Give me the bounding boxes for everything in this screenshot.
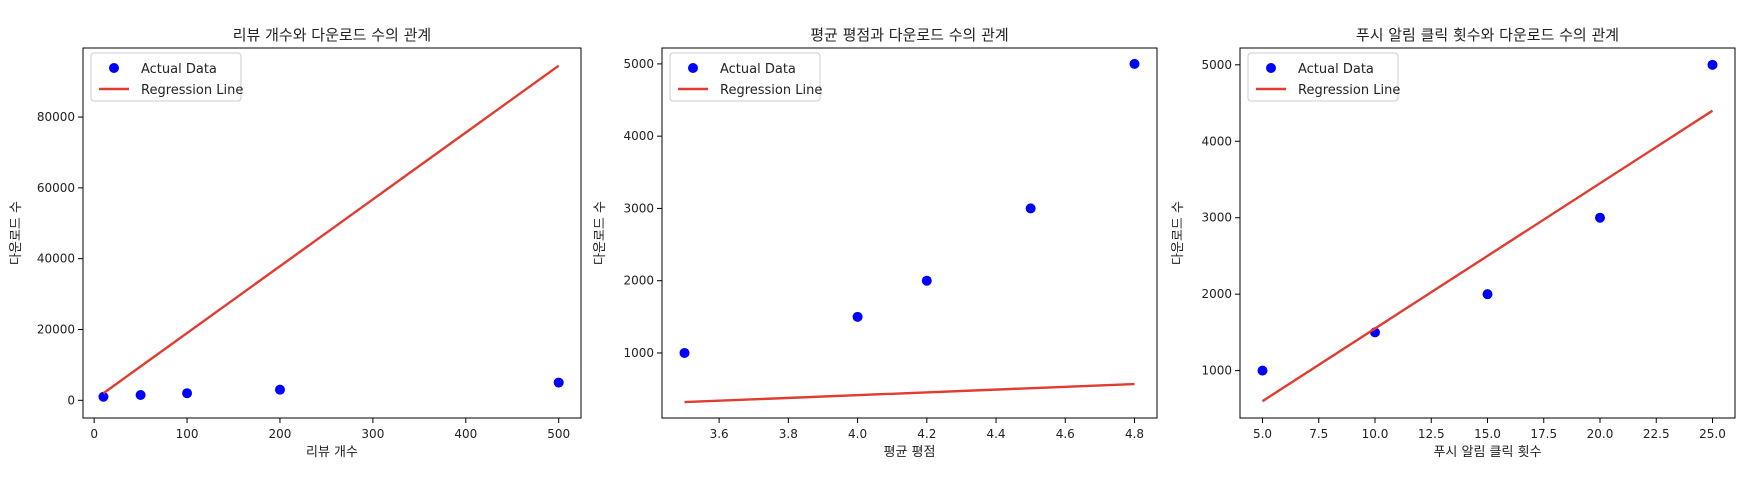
x-tick-label: 3.8	[779, 427, 798, 441]
x-tick-label: 0	[90, 427, 98, 441]
x-tick-label: 4.6	[1056, 427, 1075, 441]
x-tick-label: 17.5	[1530, 427, 1557, 441]
x-tick-label: 10.0	[1362, 427, 1389, 441]
y-tick-label: 5000	[1201, 58, 1232, 72]
plot-frame	[661, 47, 1158, 419]
legend-dot-marker	[109, 63, 119, 73]
y-tick-label: 40000	[37, 252, 75, 266]
data-point	[98, 391, 109, 402]
x-tick-label: 500	[547, 427, 570, 441]
x-tick-label: 100	[176, 427, 199, 441]
x-axis-label: 리뷰 개수	[306, 445, 358, 460]
x-tick-label: 22.5	[1643, 427, 1670, 441]
legend: Actual Data Regression Line	[90, 52, 243, 102]
y-tick-label: 3000	[623, 201, 654, 215]
data-point	[1707, 59, 1718, 70]
x-tick-label: 7.5	[1309, 427, 1328, 441]
y-axis-label: 다운로드 수	[1171, 201, 1186, 265]
legend-dot-marker	[688, 63, 698, 73]
x-axis-label: 푸시 알림 클릭 횟수	[1433, 445, 1541, 460]
x-tick-label: 4.0	[848, 427, 867, 441]
legend-label: Actual Data	[141, 62, 217, 77]
data-point	[1595, 212, 1605, 223]
data-point	[135, 389, 146, 400]
x-tick-label: 400	[454, 427, 477, 441]
y-axis-label: 다운로드 수	[593, 201, 608, 265]
data-point	[1482, 289, 1493, 300]
x-tick-label: 4.4	[986, 427, 1005, 441]
x-tick-label: 25.0	[1699, 427, 1726, 441]
x-tick-label: 200	[269, 427, 292, 441]
data-point	[274, 384, 285, 395]
plot-frame	[1239, 47, 1736, 419]
x-axis-label: 평균 평점	[884, 445, 936, 460]
data-point	[182, 388, 193, 399]
y-tick-label: 60000	[37, 181, 75, 195]
data-point	[1025, 203, 1036, 214]
y-tick-label: 20000	[37, 322, 75, 336]
x-tick-label: 12.5	[1418, 427, 1445, 441]
legend: Actual Data Regression Line	[669, 52, 822, 102]
data-point	[1257, 365, 1268, 376]
data-point	[852, 311, 863, 322]
legend-label: Regression Line	[1298, 83, 1400, 98]
y-tick-label: 3000	[1201, 211, 1232, 225]
y-tick-label: 0	[67, 393, 75, 407]
legend-label: Actual Data	[720, 62, 796, 77]
y-tick-label: 2000	[623, 274, 654, 288]
chart-title: 푸시 알림 클릭 횟수와 다운로드 수의 관계	[1356, 26, 1619, 44]
x-tick-label: 20.0	[1587, 427, 1614, 441]
data-point	[1129, 58, 1140, 69]
legend-label: Regression Line	[141, 83, 243, 98]
y-tick-label: 1000	[623, 346, 654, 360]
data-point	[553, 377, 564, 388]
chart-panel-1: 리뷰 개수와 다운로드 수의 관계 0 100 200 300 400 500 0 20000 4…	[9, 26, 582, 460]
x-tick-label: 300	[361, 427, 384, 441]
chart-title: 평균 평점과 다운로드 수의 관계	[810, 26, 1008, 44]
x-tick-label: 5.0	[1253, 427, 1272, 441]
x-tick-label: 4.2	[917, 427, 936, 441]
legend: Actual Data Regression Line	[1247, 52, 1400, 102]
y-tick-label: 2000	[1201, 287, 1232, 301]
legend-label: Actual Data	[1298, 62, 1374, 77]
chart-title: 리뷰 개수와 다운로드 수의 관계	[233, 26, 431, 44]
x-tick-label: 15.0	[1474, 427, 1501, 441]
chart-panel-3: 푸시 알림 클릭 횟수와 다운로드 수의 관계 5.0 7.5 10.0 12.5 15.…	[1171, 26, 1736, 460]
legend-dot-marker	[1266, 63, 1276, 73]
y-tick-label: 80000	[37, 110, 75, 124]
y-tick-label: 5000	[623, 57, 654, 71]
x-tick-label: 3.6	[710, 427, 729, 441]
regression-line	[684, 382, 1135, 404]
legend-label: Regression Line	[720, 83, 822, 98]
y-axis-label: 다운로드 수	[9, 201, 24, 265]
plot-frame	[82, 47, 582, 419]
regression-line	[1261, 109, 1714, 403]
y-tick-label: 4000	[623, 129, 654, 143]
chart-panel-2: 평균 평점과 다운로드 수의 관계 3.6 3.8 4.0 4.2 4.4 4.6 4.8 10…	[593, 26, 1158, 460]
data-point	[679, 347, 690, 358]
y-tick-label: 1000	[1201, 364, 1232, 378]
y-tick-label: 4000	[1201, 134, 1232, 148]
x-tick-label: 4.8	[1125, 427, 1144, 441]
data-point	[921, 275, 932, 286]
regression-line	[102, 64, 560, 395]
